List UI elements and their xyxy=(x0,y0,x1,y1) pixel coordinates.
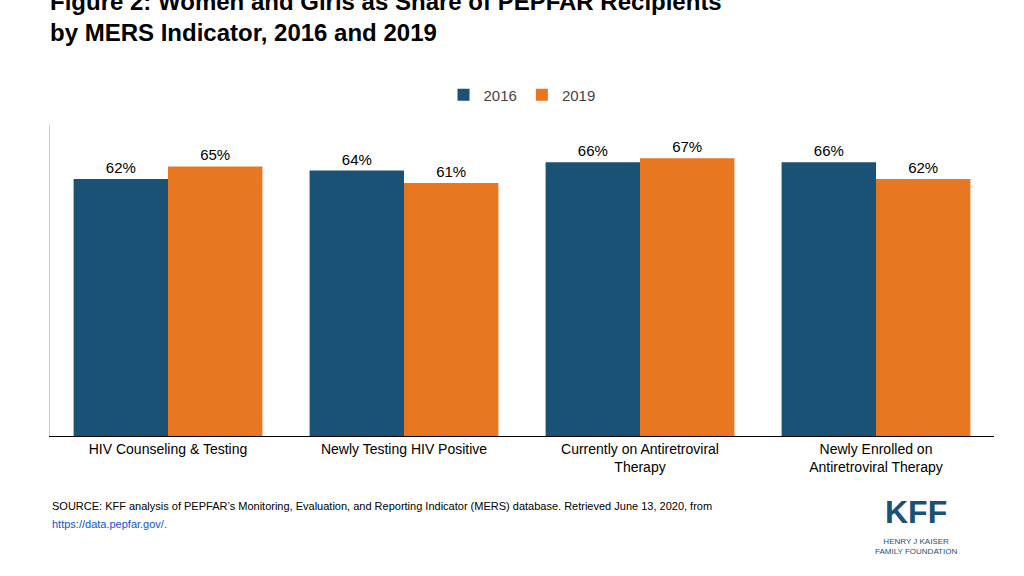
svg-text:Currently on AntiretroviralThe: Currently on AntiretroviralTherapy xyxy=(561,441,719,475)
svg-text:66%: 66% xyxy=(578,142,608,159)
svg-text:67%: 67% xyxy=(672,138,702,155)
svg-text:66%: 66% xyxy=(814,142,844,159)
svg-text:65%: 65% xyxy=(200,146,230,163)
svg-text:64%: 64% xyxy=(342,151,372,168)
svg-text:HIV Counseling & Testing: HIV Counseling & Testing xyxy=(89,441,248,457)
svg-text:61%: 61% xyxy=(436,163,466,180)
svg-text:2016: 2016 xyxy=(484,87,517,104)
svg-text:https://data.pepfar.gov/.: https://data.pepfar.gov/. xyxy=(52,518,167,530)
svg-text:HENRY J KAISERFAMILY FOUNDATIO: HENRY J KAISERFAMILY FOUNDATION xyxy=(875,537,957,556)
svg-text:2019: 2019 xyxy=(562,87,595,104)
svg-text:Newly Testing HIV Positive: Newly Testing HIV Positive xyxy=(321,441,487,457)
svg-text:SOURCE: KFF analysis of PEPFAR: SOURCE: KFF analysis of PEPFAR’s Monitor… xyxy=(52,500,712,512)
svg-text:62%: 62% xyxy=(908,159,938,176)
svg-text:Newly Enrolled onAntiretrovira: Newly Enrolled onAntiretroviral Therapy xyxy=(809,441,943,475)
svg-text:Figure 2: Women and Girls as S: Figure 2: Women and Girls as Share of PE… xyxy=(50,0,722,46)
svg-text:KFF: KFF xyxy=(885,494,947,530)
svg-text:62%: 62% xyxy=(106,159,136,176)
